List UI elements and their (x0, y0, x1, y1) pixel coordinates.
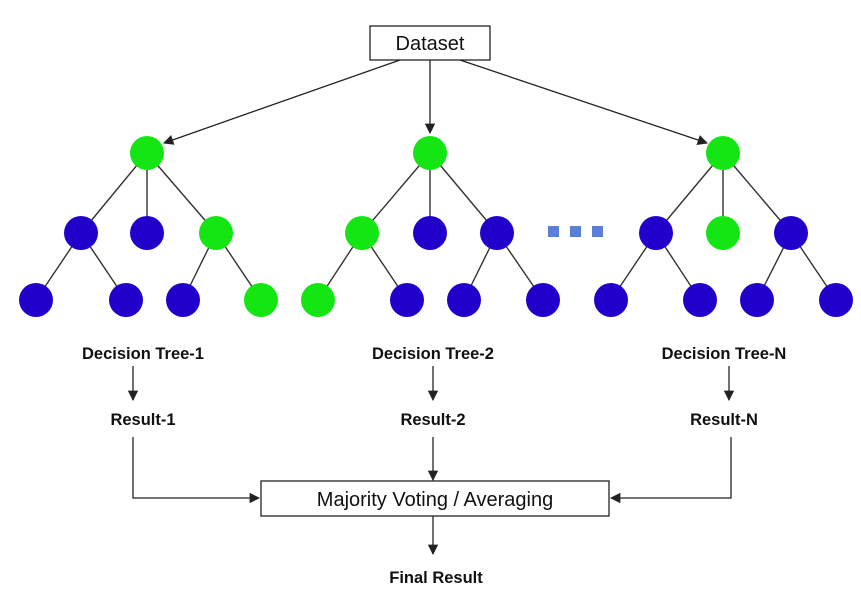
decision-tree-n (594, 136, 853, 317)
tree-node (683, 283, 717, 317)
tree-node-highlighted (301, 283, 335, 317)
tree-node (594, 283, 628, 317)
tree-node-highlighted (345, 216, 379, 250)
tree-node (819, 283, 853, 317)
tree-node-highlighted (244, 283, 278, 317)
dataset-box: Dataset (369, 25, 491, 61)
tree-node-highlighted (130, 136, 164, 170)
tree-edge (80, 152, 148, 234)
decision-tree-1 (19, 136, 278, 317)
tree-1-label: Decision Tree-1 (82, 345, 204, 363)
result-n-label: Result-N (690, 411, 758, 429)
tree-edge (722, 152, 792, 234)
tree-node (774, 216, 808, 250)
tree-node (130, 216, 164, 250)
result-n-to-aggregator-arrow (609, 437, 732, 504)
aggregator-label: Majority Voting / Averaging (317, 489, 553, 511)
aggregator-box: Majority Voting / Averaging (260, 480, 610, 517)
dataset-arrows (163, 59, 708, 145)
tree-node (166, 283, 200, 317)
tree-edge (146, 152, 217, 234)
tree-node (413, 216, 447, 250)
ellipsis-square (570, 226, 581, 237)
tree-node (109, 283, 143, 317)
result-2-label: Result-2 (400, 411, 465, 429)
tree-node (480, 216, 514, 250)
tree-node-highlighted (199, 216, 233, 250)
tree-node (740, 283, 774, 317)
tree-2-label: Decision Tree-2 (372, 345, 494, 363)
tree-edge (361, 152, 431, 234)
tree-node (447, 283, 481, 317)
tree-node (390, 283, 424, 317)
tree-node (639, 216, 673, 250)
tree-edge (655, 152, 724, 234)
tree-node (64, 216, 98, 250)
ellipsis-more-trees (548, 226, 603, 237)
dataset-to-tree-1-arrow (163, 59, 401, 145)
dataset-to-tree-n-arrow (459, 59, 708, 145)
tree-node-highlighted (413, 136, 447, 170)
result-1-label: Result-1 (110, 411, 175, 429)
tree-edge (429, 152, 498, 234)
ellipsis-square (548, 226, 559, 237)
ellipsis-square (592, 226, 603, 237)
final-result-label: Final Result (389, 569, 483, 587)
result-1-to-aggregator-arrow (132, 437, 261, 504)
tree-node (526, 283, 560, 317)
tree-n-label: Decision Tree-N (662, 345, 787, 363)
tree-node-highlighted (706, 216, 740, 250)
tree-node (19, 283, 53, 317)
decision-tree-2 (301, 136, 560, 317)
tree-node-highlighted (706, 136, 740, 170)
dataset-label: Dataset (396, 33, 465, 55)
